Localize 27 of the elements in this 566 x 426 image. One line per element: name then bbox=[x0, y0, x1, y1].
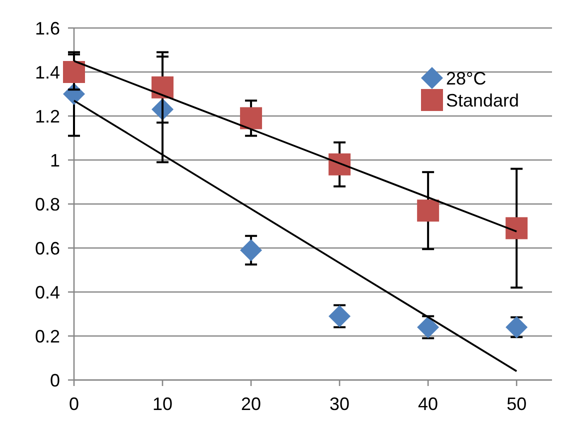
x-tick-label: 40 bbox=[418, 394, 438, 414]
point bbox=[63, 61, 85, 83]
legend-label: Standard bbox=[446, 90, 520, 110]
point bbox=[240, 107, 262, 130]
x-tick-label: 30 bbox=[330, 394, 350, 414]
point bbox=[328, 305, 351, 328]
y-tick-label: 0.6 bbox=[34, 238, 60, 258]
point bbox=[240, 239, 262, 262]
y-tick-label: 1.2 bbox=[34, 106, 60, 126]
x-tick-label: 50 bbox=[506, 394, 527, 414]
y-tick-label: 0.4 bbox=[34, 282, 60, 302]
point bbox=[417, 200, 440, 222]
legend-label: 28°C bbox=[446, 68, 486, 88]
y-tick-label: 0.2 bbox=[34, 326, 60, 346]
y-tick-label: 0 bbox=[50, 370, 60, 390]
y-tick-label: 1.4 bbox=[34, 62, 60, 82]
x-tick-label: 0 bbox=[68, 394, 80, 414]
point bbox=[506, 217, 528, 240]
point bbox=[328, 153, 351, 176]
point bbox=[417, 316, 440, 338]
point bbox=[152, 76, 174, 98]
x-tick-label: 20 bbox=[241, 394, 262, 414]
point bbox=[506, 316, 528, 338]
x-tick-label: 10 bbox=[152, 394, 173, 414]
y-tick-label: 1 bbox=[50, 150, 60, 170]
y-tick-label: 1.6 bbox=[34, 18, 60, 38]
y-tick-label: 0.8 bbox=[34, 194, 60, 214]
